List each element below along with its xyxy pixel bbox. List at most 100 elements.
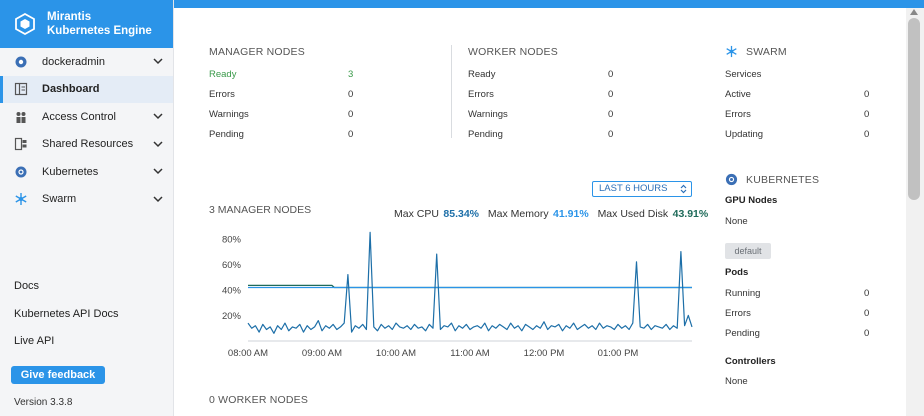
swarm-updating-label: Updating bbox=[725, 129, 764, 140]
scrollbar-thumb[interactable] bbox=[908, 18, 920, 200]
pods-errors-label: Errors bbox=[725, 308, 751, 319]
pods-running-value: 0 bbox=[864, 288, 870, 299]
dashboard-main: MANAGER NODES Ready 3 Errors 0 Warnings … bbox=[175, 8, 906, 416]
sidebar-item-label: Access Control bbox=[42, 110, 116, 123]
top-accent-bar bbox=[0, 0, 924, 8]
select-caret-icon bbox=[680, 184, 687, 194]
swarm-errors-value: 0 bbox=[864, 109, 870, 120]
y-tick-label: 40% bbox=[222, 285, 242, 296]
x-tick-label: 09:00 AM bbox=[302, 348, 342, 359]
sidebar-item-kubernetes[interactable]: Kubernetes bbox=[0, 158, 173, 186]
max-cpu-series-line bbox=[247, 231, 693, 334]
max-disk-label: Max Used Disk bbox=[597, 208, 669, 220]
worker-nodes-title: WORKER NODES bbox=[468, 46, 558, 58]
worker-pending-label: Pending bbox=[468, 129, 503, 140]
max-disk-value: 43.91% bbox=[672, 208, 709, 220]
chevron-down-icon bbox=[153, 195, 163, 202]
x-tick-label: 12:00 PM bbox=[524, 348, 565, 359]
brand-line-2: Kubernetes Engine bbox=[47, 25, 152, 37]
manager-ready-value: 3 bbox=[348, 69, 354, 80]
controllers-value: None bbox=[725, 376, 748, 387]
chevron-down-icon bbox=[153, 58, 163, 65]
controllers-label: Controllers bbox=[725, 356, 776, 367]
gpu-nodes-value: None bbox=[725, 216, 748, 227]
time-range-value: LAST 6 HOURS bbox=[599, 183, 668, 194]
swarm-updating-value: 0 bbox=[864, 129, 870, 140]
swarm-icon bbox=[14, 192, 28, 206]
swarm-title: SWARM bbox=[746, 46, 787, 58]
max-cpu-label: Max CPU bbox=[394, 208, 439, 220]
manager-pending-value: 0 bbox=[348, 129, 354, 140]
max-memory-value: 41.91% bbox=[553, 208, 589, 220]
scroll-up-arrow-icon[interactable] bbox=[910, 9, 918, 15]
worker-warnings-label: Warnings bbox=[468, 109, 508, 120]
gpu-nodes-label: GPU Nodes bbox=[725, 195, 778, 206]
manager-ready-label: Ready bbox=[209, 69, 237, 80]
mke-logo-icon bbox=[15, 13, 35, 35]
swarm-services-label: Services bbox=[725, 69, 762, 80]
users-icon bbox=[14, 110, 28, 124]
y-tick-label: 60% bbox=[222, 260, 242, 271]
max-memory-label: Max Memory bbox=[487, 208, 549, 220]
sidebar-item-label: Kubernetes bbox=[42, 165, 99, 178]
chevron-down-icon bbox=[153, 140, 163, 147]
kubernetes-title: KUBERNETES bbox=[746, 174, 820, 186]
manager-errors-label: Errors bbox=[209, 89, 235, 100]
worker-pending-value: 0 bbox=[608, 129, 614, 140]
user-icon bbox=[14, 55, 28, 69]
worker-errors-value: 0 bbox=[608, 89, 614, 100]
brand-name: Mirantis Kubernetes Engine bbox=[47, 10, 152, 38]
pods-label: Pods bbox=[725, 267, 749, 278]
version-label: Version 3.3.8 bbox=[14, 397, 73, 408]
chart-lines bbox=[247, 231, 693, 334]
give-feedback-button[interactable]: Give feedback bbox=[11, 366, 105, 384]
brand-line-1: Mirantis bbox=[47, 11, 92, 23]
layers-icon bbox=[14, 137, 28, 151]
swarm-errors-label: Errors bbox=[725, 109, 751, 120]
sidebar-item-label: dockeradmin bbox=[42, 55, 105, 68]
worker-errors-label: Errors bbox=[468, 89, 494, 100]
swarm-icon bbox=[726, 45, 737, 58]
manager-warnings-label: Warnings bbox=[209, 109, 249, 120]
sidebar-item-label: Shared Resources bbox=[42, 138, 134, 151]
manager-warnings-value: 0 bbox=[348, 109, 354, 120]
sidebar-item-dashboard[interactable]: Dashboard bbox=[0, 75, 173, 103]
x-tick-label: 11:00 AM bbox=[450, 348, 490, 359]
manager-nodes-title: MANAGER NODES bbox=[209, 46, 305, 58]
sidebar-item-dockeradmin[interactable]: dockeradmin bbox=[0, 48, 173, 76]
kubernetes-api-docs-link[interactable]: Kubernetes API Docs bbox=[14, 307, 119, 320]
sidebar-item-swarm[interactable]: Swarm bbox=[0, 186, 173, 214]
swarm-active-label: Active bbox=[725, 89, 751, 100]
chart-metrics: Max CPU 85.34% Max Memory 41.91% Max Use… bbox=[394, 204, 708, 222]
worker-chart-title: 0 WORKER NODES bbox=[209, 394, 309, 406]
chart-axes: 80% 60% 40% 20% 08:00 AM 09:00 AM 10:00 AM 11:0… bbox=[222, 234, 692, 359]
x-tick-label: 01:00 PM bbox=[598, 348, 639, 359]
live-api-link[interactable]: Live API bbox=[14, 335, 55, 347]
manager-errors-value: 0 bbox=[348, 89, 354, 100]
sidebar-item-access-control[interactable]: Access Control bbox=[0, 103, 173, 131]
pods-pending-value: 0 bbox=[864, 328, 870, 339]
time-range-select[interactable]: LAST 6 HOURS bbox=[592, 181, 692, 197]
swarm-active-value: 0 bbox=[864, 89, 870, 100]
y-tick-label: 20% bbox=[222, 311, 242, 322]
worker-ready-label: Ready bbox=[468, 69, 496, 80]
dashboard-icon bbox=[14, 82, 28, 96]
manager-chart-title: 3 MANAGER NODES bbox=[209, 204, 312, 216]
docs-link[interactable]: Docs bbox=[14, 280, 40, 292]
x-tick-label: 10:00 AM bbox=[376, 348, 416, 359]
pods-errors-value: 0 bbox=[864, 308, 870, 319]
worker-ready-value: 0 bbox=[608, 69, 614, 80]
x-tick-label: 08:00 AM bbox=[228, 348, 268, 359]
sidebar-item-label: Dashboard bbox=[42, 83, 100, 96]
sidebar: Mirantis Kubernetes Engine dockeradmin D… bbox=[0, 0, 174, 416]
y-tick-label: 80% bbox=[222, 234, 242, 245]
kubernetes-icon bbox=[725, 173, 738, 186]
manager-pending-label: Pending bbox=[209, 129, 244, 140]
pods-pending-label: Pending bbox=[725, 328, 760, 339]
sidebar-item-label: Swarm bbox=[42, 193, 77, 206]
chevron-down-icon bbox=[153, 113, 163, 120]
namespace-badge[interactable]: default bbox=[725, 243, 771, 259]
brand-header[interactable]: Mirantis Kubernetes Engine bbox=[0, 0, 173, 48]
pods-running-label: Running bbox=[725, 288, 761, 299]
sidebar-item-shared-resources[interactable]: Shared Resources bbox=[0, 131, 173, 159]
